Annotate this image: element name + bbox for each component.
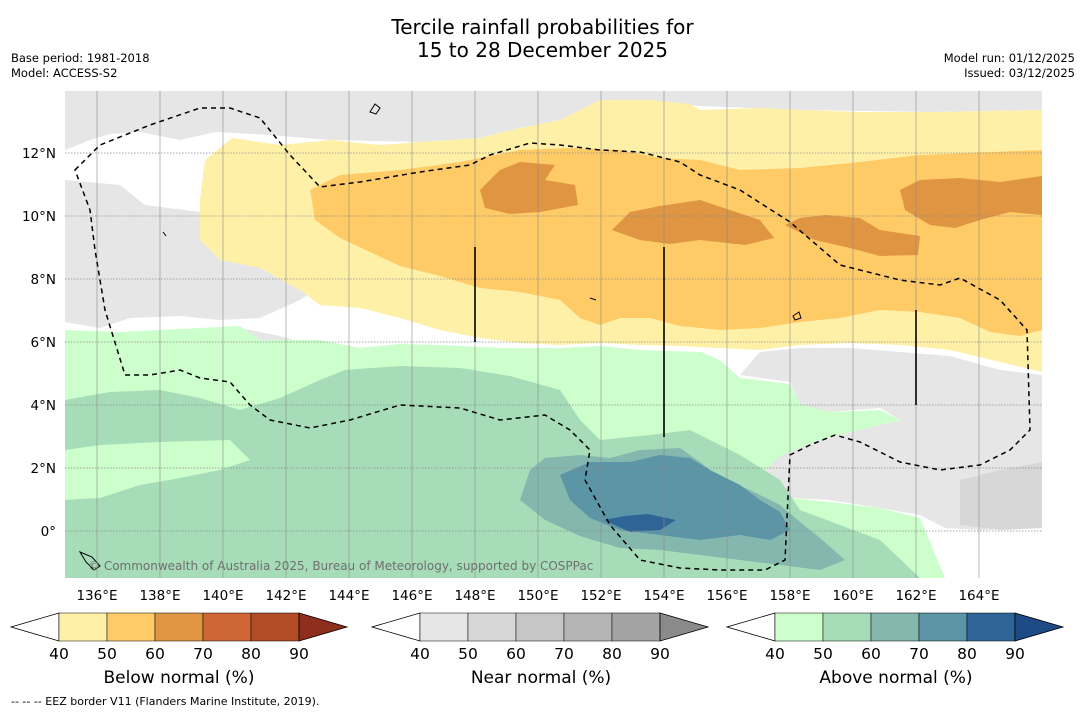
model-label: Model: ACCESS-S2 (11, 66, 118, 80)
lon-tick-label: 142°E (265, 588, 306, 604)
chart-title-line-1: Tercile rainfall probabilities for (391, 15, 694, 39)
colorbar-segment (467, 612, 517, 642)
lon-tick-label: 136°E (76, 588, 117, 604)
colorbar-tick-label: 80 (241, 645, 261, 663)
below-normal-title: Below normal (%) (103, 668, 255, 688)
colorbar-max-arrow (659, 612, 710, 642)
near-normal-region-west (65, 180, 330, 328)
lon-tick-label: 138°E (139, 588, 180, 604)
lat-tick-label: 12°N (22, 146, 56, 162)
colorbar-segment (774, 612, 824, 642)
colorbar-tick-label: 50 (458, 645, 478, 663)
colorbar-tick-label: 50 (813, 645, 833, 663)
above-normal-title: Above normal (%) (819, 668, 973, 688)
near-normal-region-east-dark (960, 462, 1042, 530)
lon-tick-label: 160°E (832, 588, 873, 604)
colorbar-below-normal: 40 50 60 70 80 90 (9, 612, 349, 663)
colorbar-tick-label: 60 (861, 645, 881, 663)
longitude-tick-labels: 136°E 138°E 140°E 142°E 144°E 146°E 148°E 150°E… (76, 588, 999, 604)
lon-tick-label: 148°E (454, 588, 495, 604)
model-run-label: Model run: 01/12/2025 (943, 51, 1075, 65)
colorbar-tick-label: 40 (410, 645, 430, 663)
lat-tick-label: 2°N (31, 461, 56, 477)
colorbar-tick-label: 40 (49, 645, 69, 663)
lon-tick-label: 146°E (391, 588, 432, 604)
lon-tick-label: 156°E (706, 588, 747, 604)
colorbar-segment (611, 612, 661, 642)
colorbar-tick-label: 80 (602, 645, 622, 663)
colorbar-min-arrow (370, 612, 421, 642)
colorbar-min-arrow (725, 612, 776, 642)
colorbar-max-arrow (298, 612, 349, 642)
lon-tick-label: 162°E (895, 588, 936, 604)
islands (78, 103, 802, 571)
lat-tick-label: 4°N (31, 398, 56, 414)
colorbar-segment (106, 612, 156, 642)
issued-label: Issued: 03/12/2025 (964, 66, 1075, 80)
below-normal-60-70-c (785, 215, 920, 256)
colorbar-tick-label: 90 (1005, 645, 1025, 663)
below-normal-60-70-a (480, 162, 578, 214)
colorbar-segment (419, 612, 469, 642)
colorbar-tick-label: 90 (289, 645, 309, 663)
colorbar-tick-label: 50 (97, 645, 117, 663)
boundary-markers (474, 247, 917, 437)
below-normal-60-70-d (900, 176, 1042, 228)
colorbar-segment (918, 612, 968, 642)
colorbar-tick-label: 40 (765, 645, 785, 663)
above-normal-80-90 (604, 514, 676, 532)
colorbar-segment (202, 612, 252, 642)
colorbar-above-normal: 40 50 60 70 80 90 (725, 612, 1065, 663)
lon-tick-label: 150°E (517, 588, 558, 604)
colorbar-segment (870, 612, 920, 642)
lon-tick-label: 164°E (958, 588, 999, 604)
colorbar-segment (515, 612, 565, 642)
colorbar-tick-label: 70 (909, 645, 929, 663)
colorbar-tick-label: 60 (145, 645, 165, 663)
colorbar-tick-label: 90 (650, 645, 670, 663)
colorbar-tick-label: 80 (957, 645, 977, 663)
base-period-label: Base period: 1981-2018 (11, 51, 150, 65)
colorbar-tick-label: 60 (506, 645, 526, 663)
colorbar-segment (966, 612, 1016, 642)
colorbar-near-normal: 40 50 60 70 80 90 (370, 612, 710, 663)
lon-tick-label: 144°E (328, 588, 369, 604)
colorbar-tick-label: 70 (554, 645, 574, 663)
lon-tick-label: 158°E (769, 588, 810, 604)
eez-footnote: -- -- -- EEZ border V11 (Flanders Marine… (11, 695, 320, 708)
lon-tick-label: 152°E (580, 588, 621, 604)
lat-tick-label: 10°N (22, 209, 56, 225)
lon-tick-label: 154°E (643, 588, 684, 604)
eez-border (74, 107, 1031, 571)
below-normal-60-70-b (612, 200, 774, 245)
colorbar-max-arrow (1014, 612, 1065, 642)
colorbar-segment (822, 612, 872, 642)
latitude-tick-labels: 12°N 10°N 8°N 6°N 4°N 2°N 0° (22, 146, 56, 540)
lat-tick-label: 6°N (31, 335, 56, 351)
colorbar-segment (154, 612, 204, 642)
colorbar-segment (250, 612, 300, 642)
near-normal-title: Near normal (%) (470, 668, 612, 688)
near-normal-region-north (65, 91, 1042, 150)
colorbar-tick-label: 70 (193, 645, 213, 663)
parallel-lines (65, 152, 1042, 532)
chart-title-line-2: 15 to 28 December 2025 (416, 38, 668, 62)
colorbar-min-arrow (9, 612, 60, 642)
map-fields: © Commonwealth of Australia 2025, Bureau… (65, 91, 1042, 578)
copyright-credit: © Commonwealth of Australia 2025, Bureau… (88, 559, 593, 573)
lat-tick-label: 0° (41, 524, 56, 540)
colorbar-segment (563, 612, 613, 642)
colorbar-segment (58, 612, 108, 642)
lat-tick-label: 8°N (31, 272, 56, 288)
lon-tick-label: 140°E (202, 588, 243, 604)
